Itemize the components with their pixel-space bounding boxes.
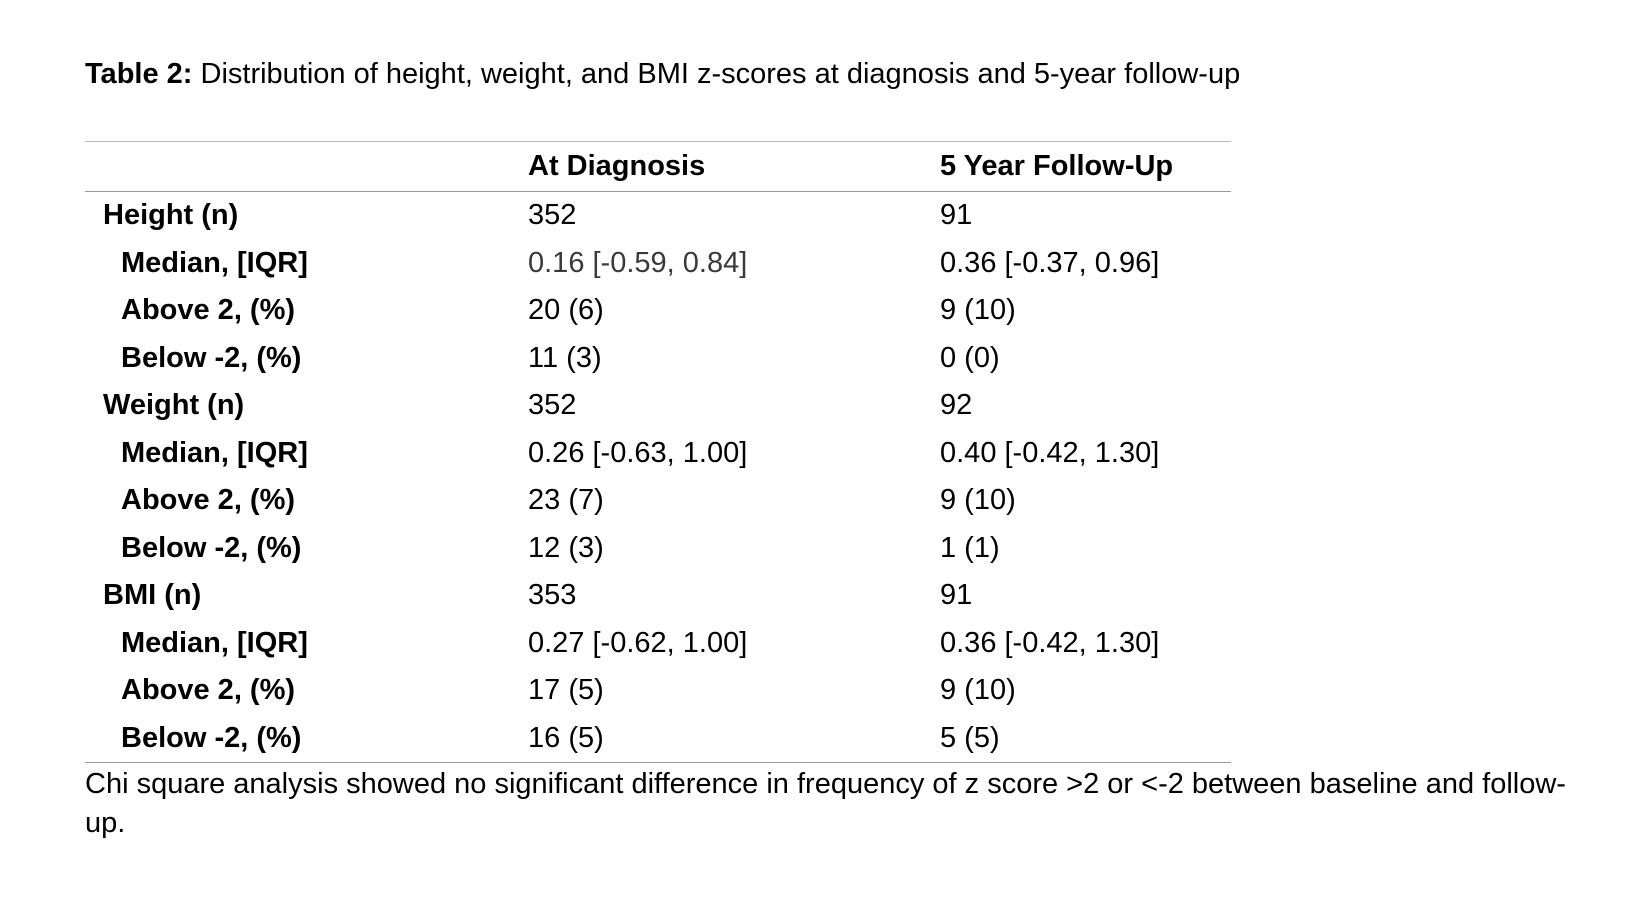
table-row: Median, [IQR] 0.16 [-0.59, 0.84] 0.36 [-0.… xyxy=(85,240,1231,288)
row-sub-label: Below -2, (%) xyxy=(121,341,302,374)
data-table: At Diagnosis 5 Year Follow-Up Height (n)… xyxy=(85,141,1231,763)
table-caption: Table 2: Distribution of height, weight,… xyxy=(85,58,1240,91)
table-row: Height (n) 352 91 xyxy=(85,192,1231,240)
table-row: Above 2, (%) 17 (5) 9 (10) xyxy=(85,667,1231,715)
table-row: Median, [IQR] 0.26 [-0.63, 1.00] 0.40 [-0.… xyxy=(85,430,1231,478)
cell-5-year-follow-up: 1 (1) xyxy=(940,531,1000,564)
cell-at-diagnosis: 0.26 [-0.63, 1.00] xyxy=(528,436,748,469)
header-5-year-follow-up: 5 Year Follow-Up xyxy=(940,150,1174,182)
cell-at-diagnosis: 352 xyxy=(528,199,577,232)
table-header-row: At Diagnosis 5 Year Follow-Up xyxy=(85,141,1231,192)
table-body: Height (n) 352 91 Median, [IQR] 0.16 [-0.59,… xyxy=(85,192,1231,763)
cell-5-year-follow-up: 91 xyxy=(940,579,973,612)
cell-at-diagnosis: 20 (6) xyxy=(528,294,604,327)
row-sub-label: Median, [IQR] xyxy=(121,436,308,469)
cell-at-diagnosis: 16 (5) xyxy=(528,721,604,754)
cell-at-diagnosis: 353 xyxy=(528,579,577,612)
row-group-label: BMI (n) xyxy=(103,579,202,612)
caption-label: Table 2: xyxy=(85,58,193,90)
row-group-label: Height (n) xyxy=(103,199,239,232)
table-row: Below -2, (%) 12 (3) 1 (1) xyxy=(85,525,1231,573)
row-sub-label: Above 2, (%) xyxy=(121,484,296,517)
table-row: BMI (n) 353 91 xyxy=(85,572,1231,620)
table-row: Above 2, (%) 23 (7) 9 (10) xyxy=(85,477,1231,525)
header-at-diagnosis: At Diagnosis xyxy=(528,150,706,182)
cell-5-year-follow-up: 0.40 [-0.42, 1.30] xyxy=(940,436,1160,469)
cell-at-diagnosis: 11 (3) xyxy=(528,341,602,374)
cell-5-year-follow-up: 0 (0) xyxy=(940,341,1000,374)
table-row: Above 2, (%) 20 (6) 9 (10) xyxy=(85,287,1231,335)
cell-5-year-follow-up: 0.36 [-0.37, 0.96] xyxy=(940,246,1160,279)
cell-at-diagnosis: 0.16 [-0.59, 0.84] xyxy=(528,246,748,279)
table-row: Below -2, (%) 16 (5) 5 (5) xyxy=(85,715,1231,763)
cell-at-diagnosis: 17 (5) xyxy=(528,674,604,707)
cell-5-year-follow-up: 5 (5) xyxy=(940,721,1000,754)
cell-at-diagnosis: 0.27 [-0.62, 1.00] xyxy=(528,626,748,659)
table-footnote: Chi square analysis showed no significan… xyxy=(85,768,1566,839)
cell-5-year-follow-up: 0.36 [-0.42, 1.30] xyxy=(940,626,1160,659)
cell-5-year-follow-up: 91 xyxy=(940,199,973,232)
caption-text: Distribution of height, weight, and BMI … xyxy=(200,58,1241,90)
row-sub-label: Above 2, (%) xyxy=(121,674,296,707)
row-group-label: Weight (n) xyxy=(103,389,245,422)
table-row: Median, [IQR] 0.27 [-0.62, 1.00] 0.36 [-0.… xyxy=(85,620,1231,668)
cell-at-diagnosis: 23 (7) xyxy=(528,484,604,517)
cell-5-year-follow-up: 9 (10) xyxy=(940,674,1016,707)
row-sub-label: Median, [IQR] xyxy=(121,246,308,279)
cell-at-diagnosis: 352 xyxy=(528,389,577,422)
row-sub-label: Below -2, (%) xyxy=(121,531,302,564)
row-sub-label: Below -2, (%) xyxy=(121,721,302,754)
cell-5-year-follow-up: 92 xyxy=(940,389,973,422)
row-sub-label: Median, [IQR] xyxy=(121,626,308,659)
table-row: Below -2, (%) 11 (3) 0 (0) xyxy=(85,335,1231,383)
cell-5-year-follow-up: 9 (10) xyxy=(940,294,1016,327)
row-sub-label: Above 2, (%) xyxy=(121,294,296,327)
data-table-container: At Diagnosis 5 Year Follow-Up Height (n)… xyxy=(85,141,1231,763)
header-empty xyxy=(85,142,528,192)
cell-5-year-follow-up: 9 (10) xyxy=(940,484,1016,517)
table-row: Weight (n) 352 92 xyxy=(85,382,1231,430)
cell-at-diagnosis: 12 (3) xyxy=(528,531,604,564)
